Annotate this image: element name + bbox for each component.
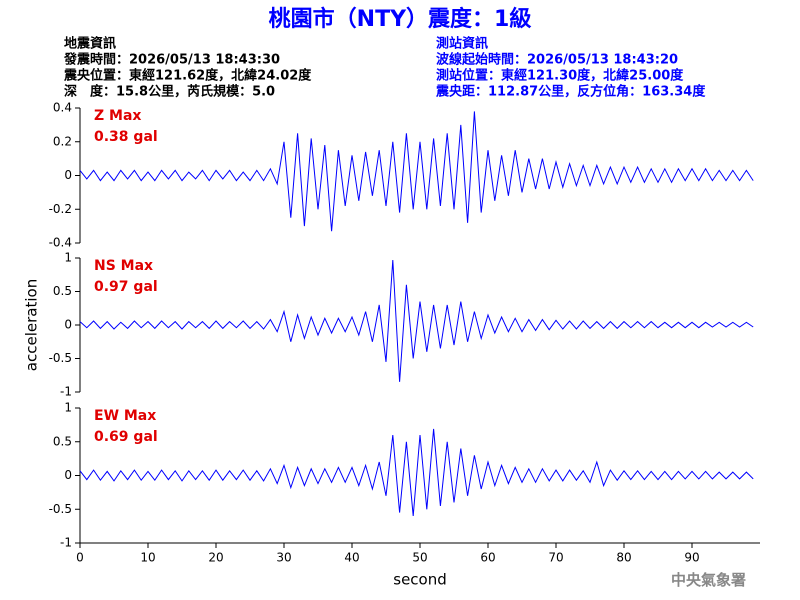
x-tick-label: 0 bbox=[76, 551, 84, 565]
x-tick-label: 40 bbox=[344, 551, 359, 565]
info-line: 深 度：15.8公里，芮氏規模：5.0 bbox=[64, 84, 275, 100]
x-tick-label: 50 bbox=[412, 551, 427, 565]
info-line: 發震時間：2026/05/13 18:43:30 bbox=[63, 52, 280, 68]
y-tick-label: -1 bbox=[60, 536, 72, 550]
waveform bbox=[79, 111, 754, 232]
info-line: 波線起始時間：2026/05/13 18:43:20 bbox=[436, 52, 678, 68]
y-tick-label: 0 bbox=[64, 318, 72, 332]
info-line: 震央位置：東經121.62度，北緯24.02度 bbox=[63, 68, 312, 84]
y-tick-label: 0.5 bbox=[53, 434, 72, 448]
max-label: Z Max bbox=[94, 108, 141, 124]
max-label: NS Max bbox=[94, 258, 153, 274]
max-value: 0.69 gal bbox=[94, 429, 158, 445]
y-tick-label: 0.2 bbox=[53, 134, 72, 148]
info-line: 測站資訊 bbox=[436, 36, 488, 52]
y-tick-label: -0.2 bbox=[49, 202, 72, 216]
y-tick-label: -0.4 bbox=[49, 236, 72, 250]
x-tick-label: 80 bbox=[616, 551, 631, 565]
x-axis-label: second bbox=[393, 571, 447, 589]
chart-title: 桃園市（NTY）震度：1級 bbox=[269, 6, 532, 32]
y-tick-label: -1 bbox=[60, 385, 72, 399]
info-line: 地震資訊 bbox=[64, 36, 116, 52]
y-tick-label: 0.5 bbox=[53, 284, 72, 298]
x-tick-label: 60 bbox=[480, 551, 495, 565]
y-tick-label: -0.5 bbox=[49, 502, 72, 516]
y-tick-label: -0.5 bbox=[49, 351, 72, 365]
footer: 中央氣象署 bbox=[671, 571, 746, 589]
x-tick-label: 90 bbox=[684, 551, 699, 565]
y-tick-label: 0 bbox=[64, 468, 72, 482]
y-tick-label: 0.4 bbox=[53, 101, 72, 115]
x-tick-label: 20 bbox=[208, 551, 223, 565]
x-tick-label: 70 bbox=[548, 551, 563, 565]
info-line: 測站位置：東經121.30度，北緯25.00度 bbox=[436, 68, 684, 84]
y-axis-label: acceleration bbox=[23, 279, 41, 371]
max-value: 0.97 gal bbox=[94, 279, 158, 295]
waveform bbox=[79, 259, 754, 382]
max-value: 0.38 gal bbox=[94, 129, 158, 145]
y-tick-label: 1 bbox=[64, 401, 72, 415]
x-tick-label: 30 bbox=[276, 551, 291, 565]
y-tick-label: 1 bbox=[64, 251, 72, 265]
x-tick-label: 10 bbox=[140, 551, 155, 565]
waveform bbox=[79, 428, 754, 517]
y-tick-label: 0 bbox=[64, 168, 72, 182]
max-label: EW Max bbox=[94, 408, 156, 424]
info-line: 震央距：112.87公里，反方位角：163.34度 bbox=[435, 84, 706, 100]
